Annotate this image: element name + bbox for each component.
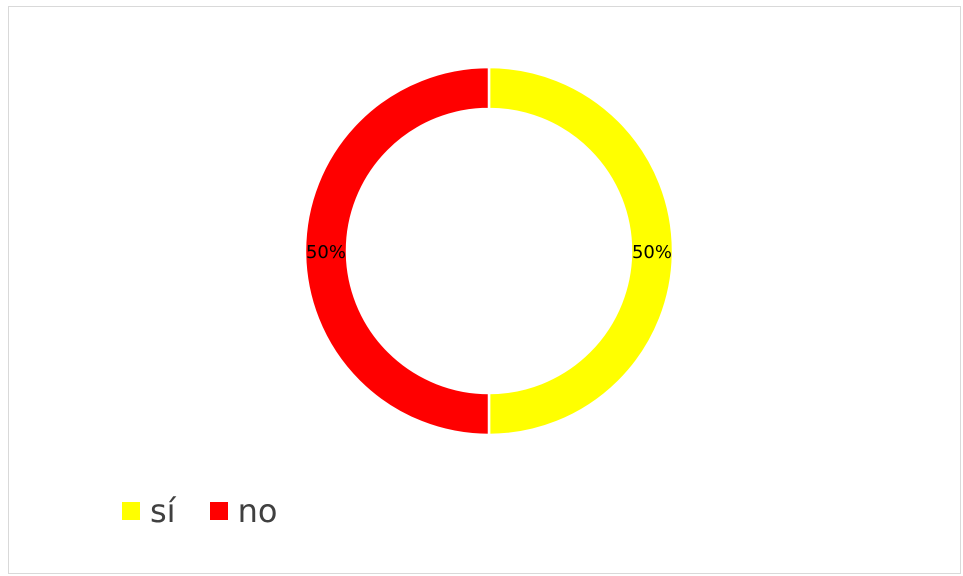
legend-swatch-si [122, 502, 140, 520]
legend: sí no [122, 492, 277, 530]
legend-item-si: sí [122, 492, 176, 530]
donut-slice-si [487, 65, 675, 437]
donut-slice-no [303, 65, 491, 437]
data-label-no: 50% [306, 242, 346, 263]
legend-swatch-no [209, 502, 228, 520]
legend-label-si: sí [150, 492, 176, 530]
legend-label-no: no [237, 492, 278, 530]
legend-item-no: no [209, 492, 278, 530]
data-label-si: 50% [632, 242, 672, 263]
